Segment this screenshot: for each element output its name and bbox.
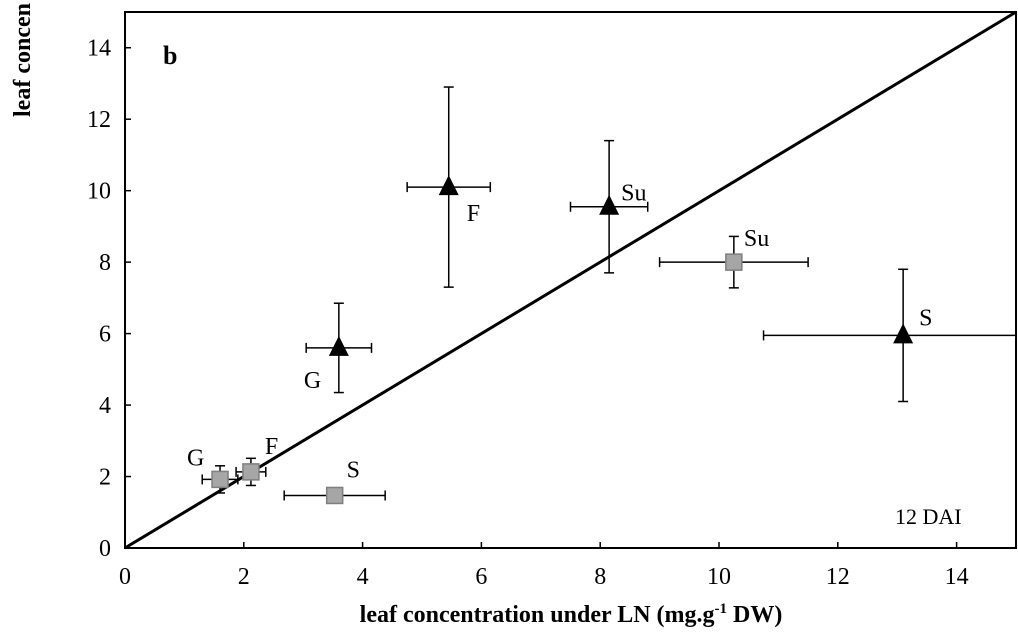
x-tick-label: 12 <box>826 564 850 590</box>
triangle-marker <box>893 323 914 344</box>
point-label: G <box>304 368 321 394</box>
y-tick-label: 12 <box>87 107 111 133</box>
x-axis-title-suffix: DW) <box>727 602 782 628</box>
x-axis-title: leaf concentration under LN (mg.g-1 DW) <box>360 601 783 628</box>
y-tick-label: 14 <box>87 36 111 62</box>
x-tick-label: 8 <box>594 564 606 590</box>
square-marker <box>725 253 743 271</box>
x-tick-label: 14 <box>945 564 969 590</box>
x-axis-ticks: 0 2 4 6 8 10 12 14 <box>119 542 969 590</box>
error-bars <box>201 86 1016 501</box>
triangle-marker <box>438 175 459 196</box>
square-marker <box>211 470 229 489</box>
plot-area <box>124 11 1017 549</box>
point-label: G <box>187 445 204 471</box>
x-axis-title-superscript: -1 <box>715 601 728 617</box>
point-label: S <box>919 305 932 331</box>
x-tick-label: 0 <box>119 564 131 590</box>
x-tick-label: 6 <box>475 564 487 590</box>
square-marker <box>325 486 344 505</box>
y-tick-label: 10 <box>87 179 111 205</box>
point-label: Su <box>621 181 646 207</box>
y-tick-label: 2 <box>99 465 111 491</box>
y-axis-ticks: 0 2 4 6 8 10 12 14 <box>87 36 131 562</box>
point-label: F <box>467 201 480 227</box>
y-tick-label: 0 <box>99 536 111 562</box>
triangle-marker <box>328 335 349 356</box>
point-label: F <box>265 434 278 460</box>
x-tick-label: 4 <box>357 564 369 590</box>
y-tick-label: 8 <box>99 250 111 276</box>
panel-label: b <box>163 41 177 70</box>
x-tick-label: 2 <box>238 564 250 590</box>
y-tick-label: 6 <box>99 322 111 348</box>
reference-line <box>124 10 1017 550</box>
chart-annotation: 12 DAI <box>895 504 962 529</box>
y-tick-label: 4 <box>99 393 111 419</box>
data-points <box>211 175 914 505</box>
point-label: Su <box>744 226 769 252</box>
point-label: S <box>347 457 360 483</box>
x-axis-title-prefix: leaf concentration under LN (mg.g <box>360 602 715 628</box>
plot-frame <box>124 11 1017 549</box>
point-labels: G F Su S G F S Su <box>187 181 932 484</box>
square-marker <box>242 463 260 481</box>
y-axis-title: leaf concen <box>10 3 36 117</box>
x-tick-label: 10 <box>707 564 731 590</box>
triangle-marker <box>599 194 620 215</box>
one-to-one-line <box>124 10 1017 550</box>
